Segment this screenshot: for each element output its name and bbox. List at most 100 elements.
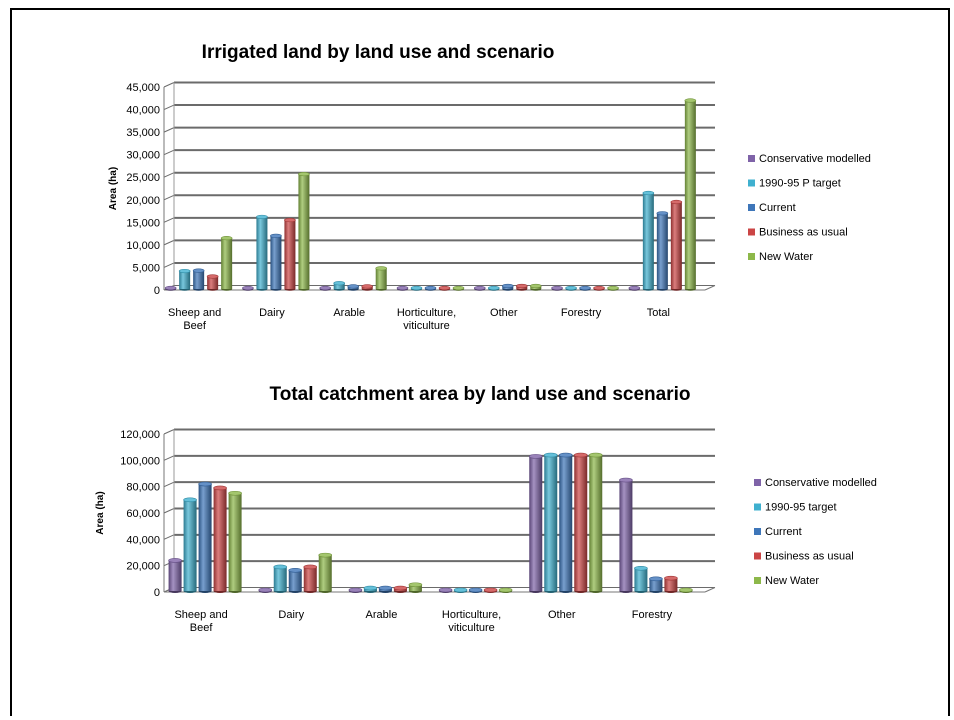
bar-top [333, 281, 346, 286]
bar-top [298, 171, 310, 177]
legend-label: Current [759, 202, 796, 214]
bar [684, 98, 697, 291]
legend-swatch [754, 552, 761, 560]
gridline-side [163, 262, 175, 268]
grid [163, 81, 715, 291]
bar [573, 452, 588, 593]
bar [634, 566, 648, 593]
category-label: Total [647, 307, 670, 319]
legend-swatch [754, 577, 761, 584]
bar-top [424, 285, 437, 291]
bar [438, 587, 453, 593]
bar [619, 477, 633, 593]
bar [408, 582, 423, 593]
bar-top [656, 211, 669, 216]
bar-top [515, 283, 528, 289]
bar [347, 284, 360, 291]
bar-top [670, 199, 683, 205]
bar-top [288, 567, 303, 573]
category-label: Other [490, 307, 518, 319]
bar-top [664, 575, 678, 581]
bar-body [273, 566, 287, 591]
y-axis-label: Area (ha) [95, 491, 106, 534]
gridline-side [163, 172, 175, 178]
slide-frame [10, 8, 950, 716]
bar-body [303, 566, 317, 591]
irrigated-land-chart: Irrigated land by land use and scenario 0… [108, 42, 871, 332]
legend-label: Conservative modelled [759, 153, 871, 165]
bar-body [375, 268, 387, 289]
category-label: Dairy [278, 609, 304, 621]
bar-top [393, 585, 408, 591]
bar [242, 285, 254, 291]
bar [498, 587, 513, 593]
bar [258, 587, 273, 593]
legend-swatch [748, 228, 755, 236]
bar-top [468, 587, 483, 593]
bar-top [573, 452, 588, 458]
legend-swatch [748, 179, 755, 187]
bar-top [284, 217, 296, 223]
bar [192, 268, 205, 291]
category-label: Horticulture, [442, 609, 501, 621]
y-tick-label: 5,000 [132, 262, 160, 274]
bar-top [198, 481, 212, 487]
category-label: Arable [366, 609, 398, 621]
bar-top [228, 490, 242, 496]
bar-top [593, 285, 605, 291]
bar-body [284, 220, 296, 289]
bar-top [628, 285, 641, 291]
bar [543, 452, 558, 593]
bar [333, 281, 346, 291]
bar-body [270, 235, 282, 289]
gridline-side [163, 127, 175, 133]
bar [318, 552, 333, 593]
bar-top [220, 236, 233, 241]
y-axis-label: Area (ha) [108, 167, 119, 210]
bar-body [198, 484, 212, 591]
bar-body [179, 271, 191, 289]
legend-label: New Water [765, 575, 819, 587]
y-tick-label: 80,000 [126, 482, 160, 494]
bar-body [574, 455, 588, 591]
bar-top [438, 285, 451, 291]
bar-top [452, 285, 465, 291]
bar-body [529, 456, 543, 591]
x-axis-depth [704, 587, 716, 593]
bar-top [242, 285, 254, 291]
bar-top [192, 268, 205, 273]
legend-swatch [748, 204, 755, 211]
bar [628, 285, 641, 291]
legend-label: Conservative modelled [765, 477, 877, 489]
bar-top [164, 285, 177, 291]
bar-body [207, 276, 219, 289]
bar-body [642, 193, 654, 289]
bar-body [670, 202, 682, 289]
legend-swatch [754, 528, 761, 535]
bar [319, 285, 332, 291]
bar [453, 587, 468, 593]
bar [270, 233, 282, 291]
bar [607, 285, 619, 291]
bar [424, 285, 437, 291]
category-label: viticulture [448, 622, 494, 634]
bar [348, 587, 363, 593]
catchment-area-chart: Total catchment area by land use and sce… [95, 384, 877, 634]
bar-body [183, 499, 197, 591]
bar-top [168, 558, 182, 563]
y-tick-label: 40,000 [126, 105, 160, 117]
bar-body [619, 480, 633, 591]
bar-top [348, 587, 363, 593]
bar-top [642, 190, 655, 196]
gridline-side [163, 429, 175, 435]
category-label: Beef [190, 622, 214, 634]
y-tick-label: 25,000 [126, 172, 160, 184]
chart-title: Total catchment area by land use and sce… [270, 384, 691, 405]
bar-top [487, 285, 500, 291]
bar-top [607, 285, 619, 291]
bar-body [656, 213, 668, 289]
bar [551, 285, 563, 291]
bar-top [256, 214, 268, 220]
bar-body [559, 455, 573, 591]
bar [515, 283, 528, 291]
